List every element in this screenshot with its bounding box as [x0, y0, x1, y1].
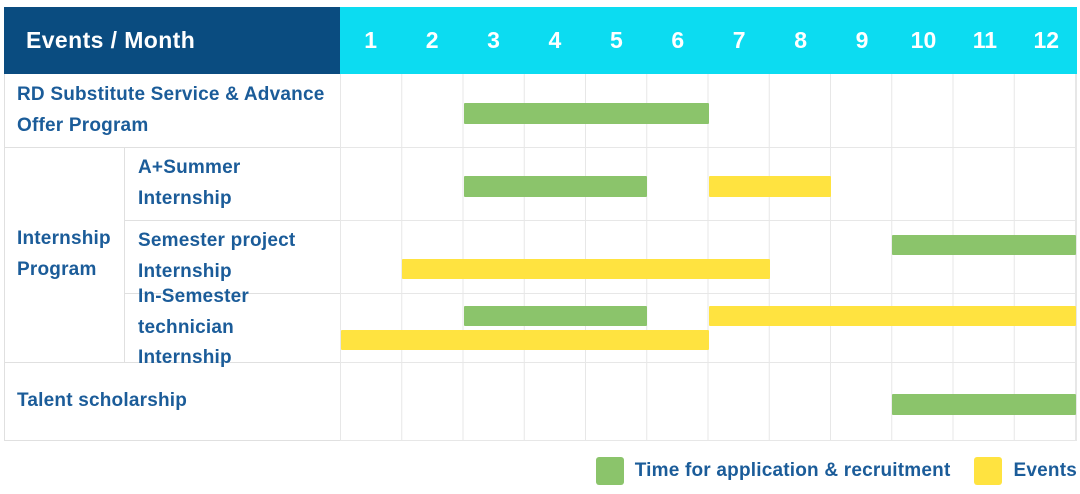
month-header-row: 1 2 3 4 5 6 7 8 9 10 11 12	[340, 7, 1077, 74]
row-label-text: Talent scholarship	[17, 390, 188, 412]
gantt-row-rd-substitute	[340, 74, 1077, 148]
group-label-internship-program: Internship Program	[4, 148, 125, 363]
row-label-text: In-Semester technician Internship	[138, 285, 249, 369]
month-header-cell: 11	[972, 27, 998, 53]
row-label-text: Semester project Internship	[138, 230, 296, 282]
gantt-bar-green	[463, 306, 648, 326]
month-header-cell: 2	[425, 27, 439, 53]
month-header-cell: 8	[794, 27, 808, 53]
row-label-a-summer-internship: A+Summer Internship	[125, 148, 340, 221]
gantt-bar-yellow	[341, 330, 709, 350]
gantt-row-talent-scholarship	[340, 363, 1077, 441]
gantt-bar-green	[463, 102, 709, 124]
month-header-cell: 9	[855, 27, 869, 53]
month-header-cell: 12	[1033, 27, 1060, 53]
legend: Time for application & recruitment Event…	[595, 457, 1077, 485]
month-header-cell: 6	[671, 27, 685, 53]
row-label-text: A+Summer Internship	[138, 157, 241, 209]
row-label-rd-substitute: RD Substitute Service & Advance Offer Pr…	[4, 74, 340, 148]
gantt-bar-yellow	[402, 259, 770, 279]
gantt-bar-green	[892, 235, 1076, 255]
row-label-semester-project-internship: Semester project Internship	[125, 221, 340, 294]
month-header-cell: 1	[364, 27, 378, 53]
gantt-bar-yellow	[708, 176, 831, 197]
month-header-cell: 7	[732, 27, 746, 53]
legend-label: Events	[1013, 460, 1077, 481]
legend-item-application-recruitment: Time for application & recruitment	[595, 457, 951, 485]
events-month-table: Events / Month 1 2 3 4 5 6 7 8 9 10 11 12 RD Substi…	[4, 7, 1077, 441]
green-swatch-icon	[595, 457, 624, 485]
month-header-cell: 5	[609, 27, 623, 53]
yellow-swatch-icon	[974, 457, 1003, 485]
legend-label: Time for application & recruitment	[634, 460, 951, 481]
gantt-bar-green	[463, 176, 648, 197]
corner-header-title: Events / Month	[26, 27, 196, 53]
month-header-cell: 4	[548, 27, 562, 53]
month-header-cell: 10	[910, 27, 937, 53]
month-header-cell: 3	[487, 27, 500, 53]
group-label-text: Internship Program	[17, 228, 111, 280]
corner-header-cell: Events / Month	[4, 7, 340, 74]
row-label-text: RD Substitute Service & Advance Offer Pr…	[17, 83, 325, 136]
row-label-talent-scholarship: Talent scholarship	[4, 363, 340, 441]
gantt-bar-yellow	[708, 306, 1076, 326]
gantt-row-semester-project-internship	[340, 221, 1077, 294]
row-label-in-semester-technician-internship: In-Semester technician Internship	[125, 286, 340, 368]
gantt-bar-green	[892, 393, 1076, 415]
gantt-row-in-semester-technician-internship	[340, 294, 1077, 363]
gantt-row-a-summer-internship	[340, 148, 1077, 221]
legend-item-events: Events	[974, 457, 1077, 485]
